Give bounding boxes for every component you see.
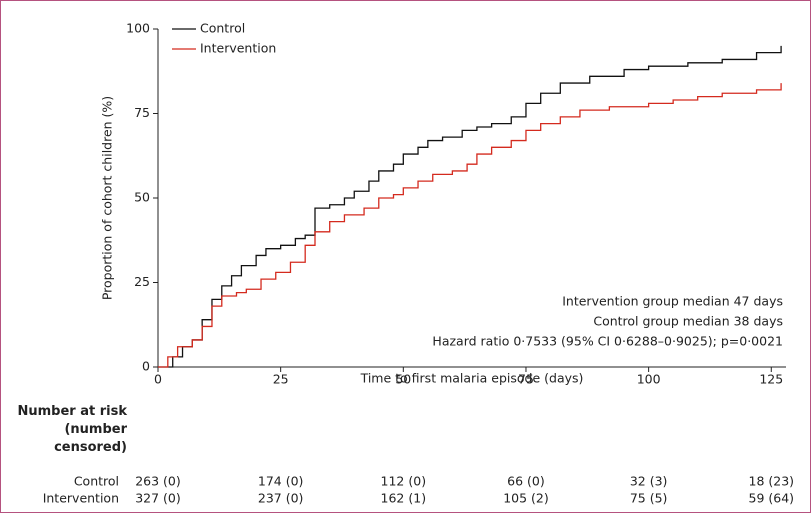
y-axis-label: Proportion of cohort children (%) <box>100 96 115 300</box>
risk-cell: 162 (1) <box>381 491 427 506</box>
risk-cell: 327 (0) <box>135 491 181 506</box>
annotation: Intervention group median 47 days <box>562 294 783 309</box>
risk-cell: 59 (64) <box>749 491 795 506</box>
step-line <box>158 83 782 368</box>
legend-label: Control <box>200 21 245 36</box>
annotation: Hazard ratio 0·7533 (95% CI 0·6288–0·902… <box>432 334 783 349</box>
risk-row-label: Intervention <box>43 491 119 506</box>
risk-cell: 263 (0) <box>135 474 181 489</box>
x-tick-label: 0 <box>154 372 162 387</box>
risk-cell: 105 (2) <box>503 491 549 506</box>
x-tick-label: 125 <box>759 372 783 387</box>
risk-cell: 75 (5) <box>630 491 668 506</box>
legend-label: Intervention <box>200 41 276 56</box>
x-tick-label: 100 <box>637 372 661 387</box>
y-tick-label: 50 <box>134 190 150 205</box>
x-axis-label: Time to first malaria episode (days) <box>360 371 584 386</box>
x-tick-label: 75 <box>518 372 534 387</box>
y-tick-label: 0 <box>142 359 150 374</box>
x-tick-label: 25 <box>273 372 289 387</box>
step-line <box>158 45 782 368</box>
x-tick-label: 50 <box>395 372 411 387</box>
risk-cell: 32 (3) <box>630 474 668 489</box>
annotation: Control group median 38 days <box>593 314 783 329</box>
y-tick-label: 100 <box>126 21 150 36</box>
risk-row-label: Control <box>74 474 119 489</box>
risk-cell: 112 (0) <box>381 474 427 489</box>
y-tick-label: 75 <box>134 105 150 120</box>
risk-cell: 18 (23) <box>749 474 795 489</box>
risk-table-title: Number at risk (number censored) <box>17 404 127 455</box>
risk-cell: 66 (0) <box>507 474 545 489</box>
risk-cell: 174 (0) <box>258 474 304 489</box>
y-tick-label: 25 <box>134 274 150 289</box>
risk-cell: 237 (0) <box>258 491 304 506</box>
